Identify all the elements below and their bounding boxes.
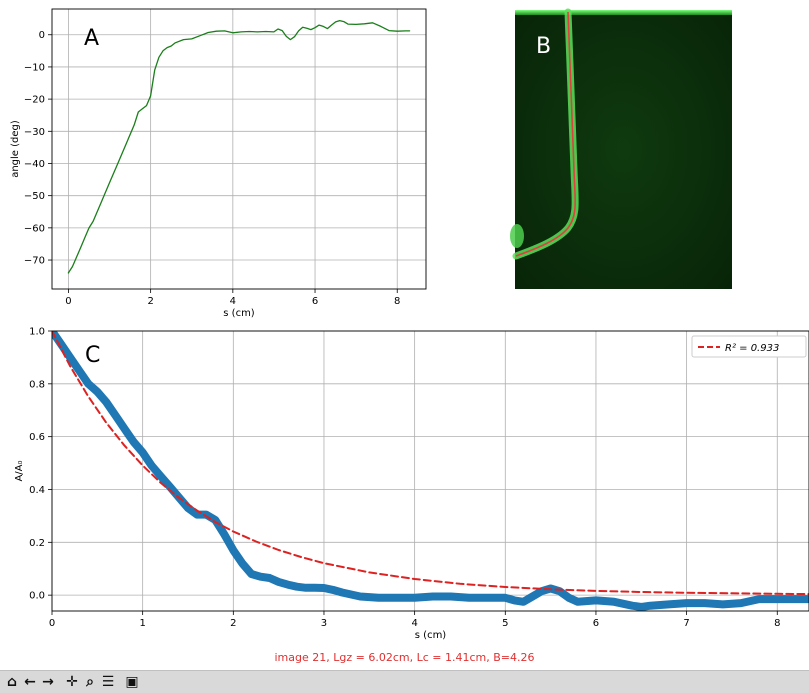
zoom-icon[interactable]: ⌕ (86, 674, 94, 690)
y-tick-label: −40 (24, 159, 45, 170)
filament-trace (515, 11, 576, 257)
x-tick-label: 7 (683, 618, 689, 629)
y-tick-label: 0.6 (29, 432, 45, 443)
image-top-edge (515, 10, 732, 15)
x-tick-label: 3 (321, 618, 327, 629)
panel-a-angle-chart: 0 2 4 6 8 0 −10 −20 −30 −40 −50 −60 −70 s (cm) angle (… (10, 8, 427, 319)
panel-label: C (85, 343, 100, 368)
panel-b-image: B (510, 8, 732, 289)
data-series-line (67, 19, 411, 274)
y-axis-label: A/A₀ (14, 460, 25, 481)
panel-label-b: B (536, 34, 551, 59)
save-icon[interactable]: ▣ (125, 674, 139, 690)
forward-icon[interactable]: → (42, 674, 54, 690)
panel-c-amplitude-chart: 0 1 2 3 4 5 6 7 8 0.0 0.2 0.4 0.6 0.8 1.0 s (cm) A/A₀ C R²… (14, 327, 809, 641)
configure-subplots-icon[interactable]: ☰ (101, 674, 115, 690)
pan-icon[interactable]: ✛ (66, 674, 78, 690)
x-axis-label: s (cm) (415, 630, 447, 641)
legend-label: R² = 0.933 (725, 343, 779, 354)
y-tick-label: −10 (24, 62, 45, 73)
panel-label: A (84, 26, 99, 51)
y-tick-label: 0.4 (29, 485, 45, 496)
y-tick-label: −50 (24, 191, 45, 202)
x-tick-label: 2 (147, 296, 153, 307)
x-tick-label: 2 (230, 618, 236, 629)
y-tick-label: −60 (24, 223, 45, 234)
y-tick-label: −20 (24, 95, 45, 106)
x-tick-label: 1 (139, 618, 145, 629)
x-tick-label: 6 (312, 296, 318, 307)
x-tick-label: 4 (230, 296, 236, 307)
y-tick-label: 0.2 (29, 538, 45, 549)
legend-box (691, 335, 807, 358)
plot-frame (51, 8, 427, 290)
home-icon[interactable]: ⌂ (6, 674, 18, 690)
fit-curve-line (52, 331, 809, 596)
plot-frame (51, 330, 809, 612)
toolbar: ⌂ ← → ✛ ⌕ ☰ ▣ (0, 670, 809, 693)
data-series-line (52, 331, 809, 611)
y-tick-label: 0 (39, 30, 45, 41)
status-text: image 21, Lgz = 6.02cm, Lc = 1.41cm, B=4… (274, 651, 535, 664)
x-tick-label: 6 (593, 618, 599, 629)
x-tick-label: 0 (65, 296, 71, 307)
y-tick-label: −30 (24, 127, 45, 138)
back-icon[interactable]: ← (24, 674, 36, 690)
y-tick-label: 0.0 (29, 591, 45, 602)
y-axis-label: angle (deg) (10, 120, 21, 178)
x-tick-label: 8 (394, 296, 400, 307)
y-tick-label: 0.8 (29, 379, 45, 390)
y-tick-label: −70 (24, 256, 45, 267)
pipette-tip (510, 224, 524, 248)
x-axis-label: s (cm) (223, 308, 255, 319)
x-tick-label: 0 (49, 618, 55, 629)
x-tick-label: 4 (411, 618, 417, 629)
x-tick-label: 8 (774, 618, 780, 629)
x-tick-label: 5 (502, 618, 508, 629)
y-tick-label: 1.0 (29, 327, 45, 338)
